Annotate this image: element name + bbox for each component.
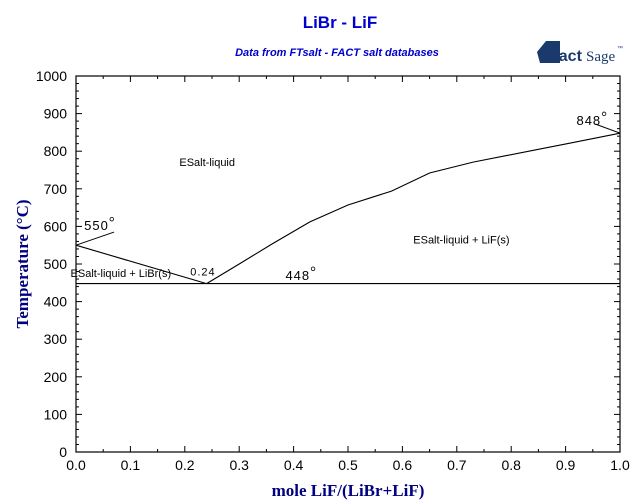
y-tick-label: 1000 — [36, 68, 67, 84]
x-axis: 0.0 0.1 0.2 0.3 0.4 0.5 0.6 0.7 0.8 0.9 1.0 — [66, 76, 630, 473]
region-label: ESalt-liquid + LiBr(s) — [71, 268, 172, 280]
y-tick-label: 300 — [44, 331, 68, 347]
plot-frame — [75, 75, 621, 453]
x-tick-label: 0.9 — [556, 457, 576, 473]
x-tick-label: 0.3 — [229, 457, 249, 473]
x-tick-label: 0.0 — [66, 457, 86, 473]
y-axis-label: Temperature (°C) — [13, 199, 32, 328]
region-label: ESalt-liquid + LiF(s) — [413, 234, 509, 246]
x-tick-label: 0.2 — [175, 457, 195, 473]
x-tick-label: 0.6 — [393, 457, 413, 473]
x-tick-label: 0.8 — [501, 457, 521, 473]
x-tick-label: 0.5 — [338, 457, 358, 473]
x-tick-label: 0.4 — [284, 457, 304, 473]
annotation-leader — [75, 231, 115, 246]
x-tick-label: 0.7 — [447, 457, 467, 473]
point-annotation: 448 — [285, 268, 310, 283]
point-annotation: 848 — [576, 113, 601, 128]
chart-subtitle: Data from FTsalt - FACT salt databases — [235, 47, 439, 59]
point-annotation: 550 — [84, 218, 109, 233]
x-axis-label: mole LiF/(LiBr+LiF) — [272, 481, 425, 500]
phase-region-labels: ESalt-liquid ESalt-liquid + LiBr(s) ESalt-… — [71, 157, 510, 280]
y-tick-label: 100 — [44, 406, 68, 422]
point-annotation: 0.24 — [190, 266, 215, 278]
y-tick-label: 400 — [44, 294, 68, 310]
boundary-line — [75, 244, 207, 285]
y-tick-label: 500 — [44, 256, 68, 272]
plot-border — [75, 75, 621, 453]
boundary-line — [206, 132, 621, 285]
logo-sage-text: Sage — [586, 49, 616, 65]
degree-symbol — [601, 111, 607, 117]
point-annotations: 550 0.24 448 848 — [75, 111, 621, 283]
logo-tm: ™ — [617, 45, 623, 52]
y-tick-label: 600 — [44, 218, 68, 234]
y-tick-label: 0 — [59, 444, 67, 460]
factsage-logo: Fact Sage ™ — [537, 41, 623, 65]
y-axis: 0 100 200 300 400 500 600 700 800 900 1000 — [36, 68, 620, 460]
region-label: ESalt-liquid — [179, 157, 235, 169]
annotation-leader — [595, 123, 621, 134]
y-tick-label: 700 — [44, 181, 68, 197]
degree-symbol — [310, 266, 316, 271]
degree-symbol — [109, 216, 114, 222]
x-tick-label: 0.1 — [121, 457, 141, 473]
phase-boundaries — [75, 132, 621, 285]
y-tick-label: 200 — [44, 369, 68, 385]
x-tick-label: 1.0 — [610, 457, 630, 473]
y-tick-label: 800 — [44, 143, 68, 159]
y-tick-label: 900 — [44, 106, 68, 122]
chart-title: LiBr - LiF — [303, 13, 378, 32]
factsage-logo-icon — [537, 41, 560, 63]
logo-fact-text: Fact — [549, 48, 583, 65]
